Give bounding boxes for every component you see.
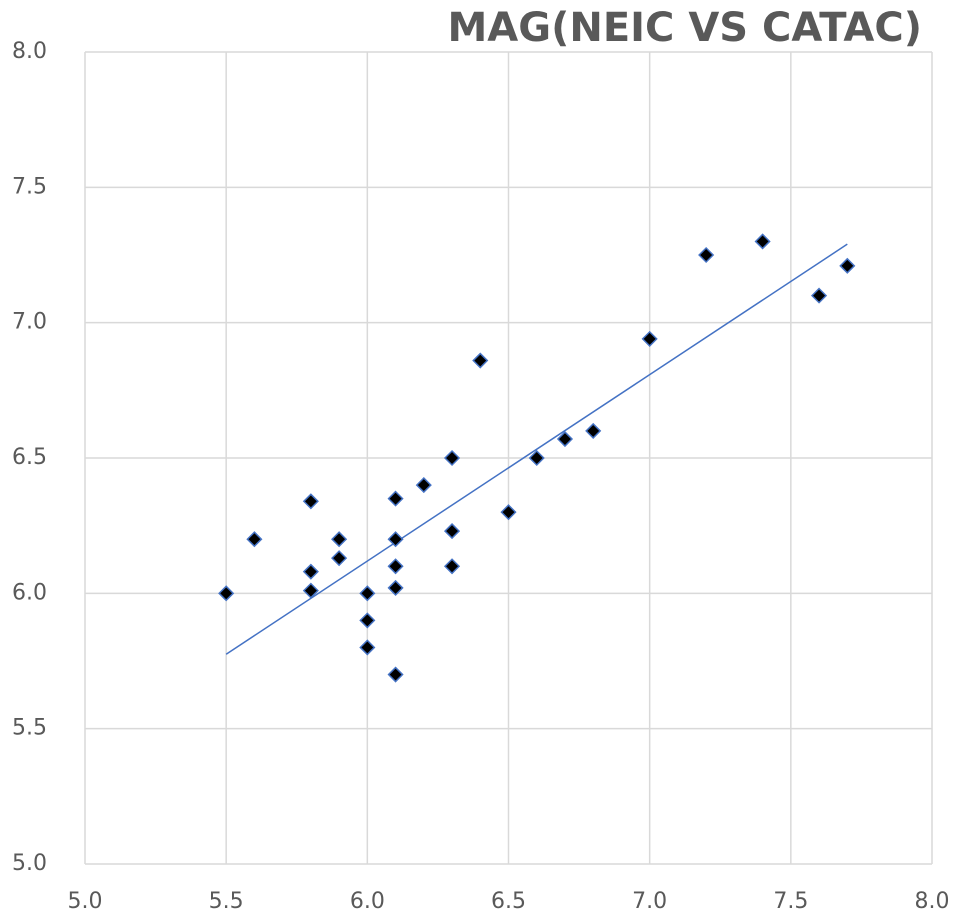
data-point <box>387 558 404 575</box>
data-point <box>359 639 376 656</box>
data-point <box>246 531 263 548</box>
data-point <box>302 582 319 599</box>
x-tick-label: 5.5 <box>209 889 244 914</box>
x-tick-label: 7.5 <box>773 889 808 914</box>
data-point <box>443 449 461 467</box>
x-tick-label: 8.0 <box>915 889 950 914</box>
data-point <box>331 531 348 548</box>
data-point <box>698 246 715 264</box>
data-point <box>302 563 319 580</box>
data-point <box>585 422 602 439</box>
y-tick-label: 7.5 <box>12 174 47 199</box>
data-point <box>359 612 376 629</box>
data-point <box>218 585 235 602</box>
y-tick-label: 6.5 <box>12 445 47 470</box>
data-point <box>556 430 574 448</box>
data-point <box>443 523 461 540</box>
y-tick-label: 8.0 <box>12 39 47 64</box>
data-point <box>500 504 517 521</box>
y-tick-label: 5.5 <box>12 716 47 741</box>
data-point <box>331 550 348 567</box>
data-point <box>359 585 376 602</box>
chart-title: MAG(NEIC VS CATAC) <box>447 5 922 51</box>
data-point <box>387 666 404 683</box>
data-point <box>472 352 489 369</box>
trendline <box>225 243 848 655</box>
data-point <box>641 330 658 347</box>
data-point <box>387 531 404 548</box>
data-point <box>839 257 856 274</box>
x-tick-label: 6.0 <box>350 889 385 914</box>
x-tick-label: 5.0 <box>68 889 103 914</box>
data-point <box>415 477 432 494</box>
data-point <box>754 233 771 250</box>
y-tick-label: 6.0 <box>12 580 47 605</box>
data-point <box>387 490 404 507</box>
data-point <box>387 579 404 596</box>
data-point <box>302 493 319 510</box>
data-point <box>443 558 461 575</box>
data-point <box>528 449 545 467</box>
y-tick-label: 5.0 <box>12 851 47 876</box>
x-tick-label: 7.0 <box>632 889 667 914</box>
data-point <box>811 287 828 304</box>
x-tick-label: 6.5 <box>491 889 526 914</box>
y-tick-label: 7.0 <box>12 310 47 335</box>
